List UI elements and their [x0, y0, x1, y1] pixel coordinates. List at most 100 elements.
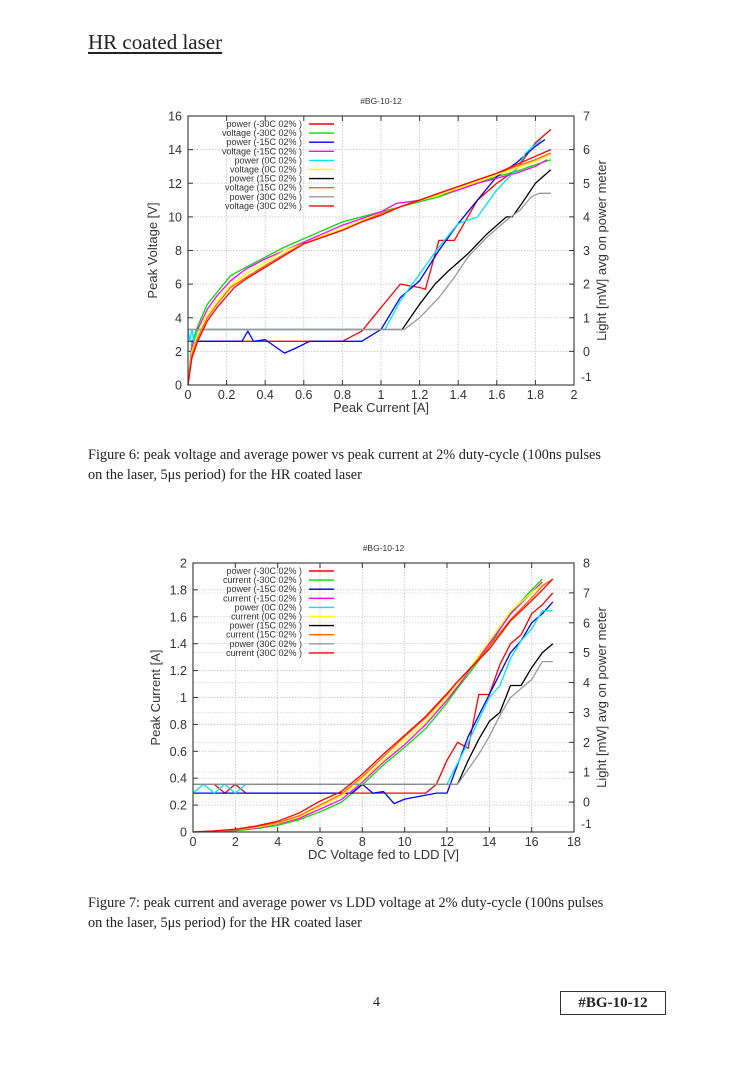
series-line — [187, 159, 548, 386]
x-tick-label: 2 — [571, 388, 578, 402]
legend-label: power (30C 02% ) — [229, 192, 302, 202]
y-tick-label: 1.4 — [170, 637, 187, 651]
x-tick-label: 0.8 — [334, 388, 351, 402]
x-tick-label: 6 — [317, 835, 324, 849]
y2-tick-label: 0 — [583, 345, 590, 359]
caption-line: on the laser, 5μs period) for the HR coa… — [88, 915, 362, 931]
series-line — [187, 139, 542, 342]
y2-tick-label: -1 — [581, 370, 592, 384]
series-line — [192, 581, 543, 833]
chart-title: #BG-10-12 — [363, 543, 405, 553]
y-tick-label: 1.2 — [170, 664, 187, 678]
series-line — [192, 610, 553, 794]
y-tick-label: 1.8 — [170, 583, 187, 597]
chart-peak-current-vs-ldd-voltage: 0 2 4 6 8 10 12 14 16 1800.20.40.60.811.21.41.61.… — [148, 543, 609, 862]
legend-label: power (30C 02% ) — [229, 639, 302, 649]
legend-label: power (-15C 02% ) — [226, 584, 302, 594]
x-tick-label: 1.2 — [411, 388, 428, 402]
y2-tick-label: 6 — [583, 616, 590, 630]
legend-label: voltage (-30C 02% ) — [222, 128, 302, 138]
legend-label: current (-15C 02% ) — [223, 593, 302, 603]
y2-tick-label: 5 — [583, 177, 590, 191]
legend-label: power (0C 02% ) — [234, 155, 302, 165]
y2-tick-label: 2 — [583, 278, 590, 292]
series-line — [193, 660, 553, 785]
x-tick-label: 0 — [190, 835, 197, 849]
y2-tick-label: 7 — [583, 110, 590, 124]
x-tick-label: 1.8 — [527, 388, 544, 402]
y2-tick-label: 4 — [583, 210, 590, 224]
chart-title: #BG-10-12 — [360, 96, 402, 106]
x-tick-label: 18 — [567, 835, 581, 849]
plot-frame — [187, 115, 575, 386]
y-tick-label: 0.6 — [170, 745, 187, 759]
y-tick-label: 14 — [168, 143, 182, 157]
x-tick-label: 1.6 — [488, 388, 505, 402]
legend-label: power (15C 02% ) — [229, 621, 302, 631]
series-line — [188, 169, 552, 331]
y-tick-label: 12 — [168, 177, 182, 191]
y-tick-label: 8 — [175, 244, 182, 258]
y-tick-label: 2 — [180, 557, 187, 571]
series-line — [192, 578, 554, 833]
y2-tick-label: -1 — [581, 817, 592, 831]
series-line — [188, 192, 551, 331]
y-tick-label: 2 — [175, 345, 182, 359]
legend-label: power (-15C 02% ) — [226, 137, 302, 147]
y2-tick-label: 1 — [583, 311, 590, 325]
legend-label: current (15C 02% ) — [226, 630, 302, 640]
y2-tick-label: 8 — [583, 557, 590, 571]
legend-label: power (15C 02% ) — [229, 174, 302, 184]
legend-label: voltage (0C 02% ) — [230, 165, 302, 175]
y2-axis-label: Light [mW] avg on power meter — [594, 607, 609, 788]
x-axis-label: DC Voltage fed to LDD [V] — [308, 847, 459, 862]
y2-tick-label: 3 — [583, 706, 590, 720]
x-tick-label: 16 — [525, 835, 539, 849]
y-axis-label: Peak Voltage [V] — [145, 202, 160, 298]
document-reference-box: #BG-10-12 — [560, 991, 666, 1015]
caption-line: Figure 6: peak voltage and average power… — [88, 447, 601, 463]
legend-label: power (0C 02% ) — [234, 602, 302, 612]
y-tick-label: 6 — [175, 278, 182, 292]
series-line — [187, 149, 552, 386]
y-tick-label: 0.4 — [170, 772, 187, 786]
figure-6-caption: Figure 6: peak voltage and average power… — [88, 445, 668, 485]
legend-label: current (-30C 02% ) — [223, 575, 302, 585]
legend-label: voltage (30C 02% ) — [225, 201, 302, 211]
y2-tick-label: 6 — [583, 143, 590, 157]
series-line — [193, 592, 554, 794]
y-tick-label: 4 — [175, 311, 182, 325]
legend-label: current (30C 02% ) — [226, 648, 302, 658]
plot-frame — [192, 562, 575, 833]
y2-tick-label: 3 — [583, 244, 590, 258]
x-tick-label: 14 — [482, 835, 496, 849]
y2-tick-label: 7 — [583, 586, 590, 600]
x-tick-label: 1 — [378, 388, 385, 402]
section-heading: HR coated laser — [88, 30, 223, 54]
legend-label: power (-30C 02% ) — [226, 566, 302, 576]
x-tick-label: 0.2 — [218, 388, 235, 402]
y-tick-label: 0 — [175, 379, 182, 393]
caption-line: on the laser, 5μs period) for the HR coa… — [88, 467, 362, 483]
y-axis-label: Peak Current [A] — [148, 649, 163, 745]
legend-label: voltage (15C 02% ) — [225, 183, 302, 193]
y-tick-label: 1 — [180, 691, 187, 705]
series-line — [192, 578, 554, 833]
y-tick-label: 0.8 — [170, 718, 187, 732]
series-line — [187, 154, 552, 386]
legend-label: power (-30C 02% ) — [226, 119, 302, 129]
x-tick-label: 0.4 — [257, 388, 274, 402]
figure-7-caption: Figure 7: peak current and average power… — [88, 893, 668, 933]
chart-peak-voltage-vs-current: 0 0.2 0.4 0.6 0.8 1 1.2 1.4 1.6 1.8 20246810121416… — [145, 96, 609, 415]
series-line — [193, 601, 554, 805]
y-tick-label: 16 — [168, 110, 182, 124]
caption-line: Figure 7: peak current and average power… — [88, 895, 604, 911]
x-tick-label: 8 — [359, 835, 366, 849]
legend-label: voltage (-15C 02% ) — [222, 146, 302, 156]
x-tick-label: 0 — [185, 388, 192, 402]
y2-tick-label: 5 — [583, 646, 590, 660]
y-tick-label: 0.2 — [170, 799, 187, 813]
page-number: 4 — [373, 995, 380, 1010]
y-tick-label: 10 — [168, 210, 182, 224]
x-tick-label: 12 — [440, 835, 454, 849]
